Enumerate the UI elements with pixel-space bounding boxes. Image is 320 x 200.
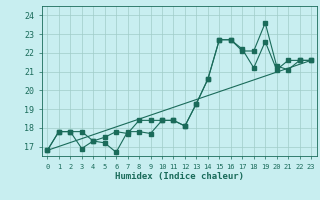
X-axis label: Humidex (Indice chaleur): Humidex (Indice chaleur) (115, 172, 244, 181)
